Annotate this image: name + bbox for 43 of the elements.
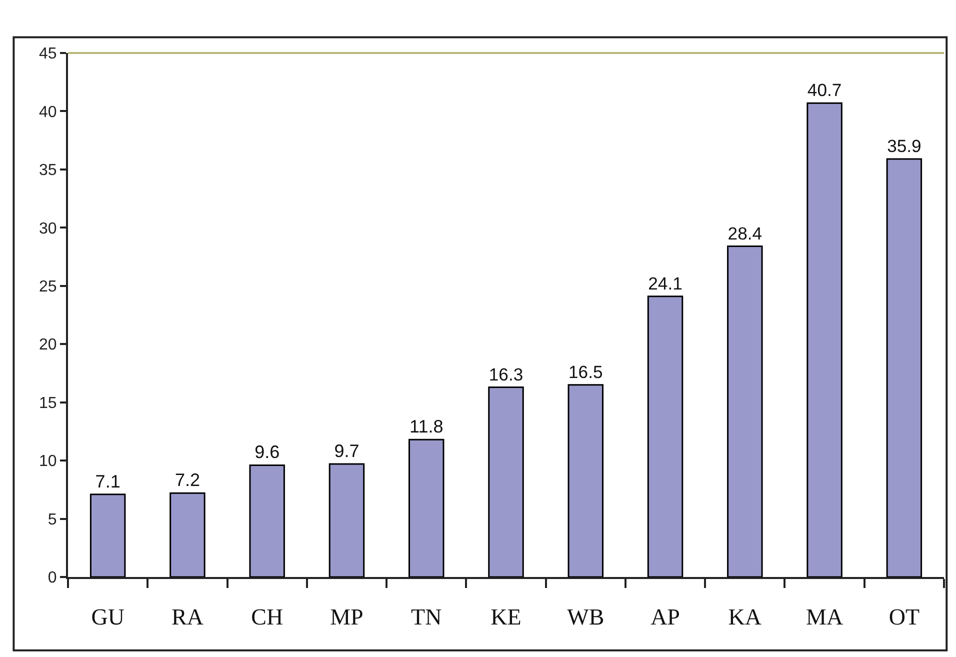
x-tick-label: MA [806,604,844,630]
bar [408,438,444,577]
data-label: 28.4 [728,223,762,244]
x-tick-label: KA [728,604,762,630]
bar [568,384,604,577]
x-tick-label: KE [490,604,522,630]
x-tick-label: RA [171,604,204,630]
data-label: 11.8 [410,416,444,437]
bar [727,246,763,577]
y-tick-label: 10 [39,453,57,470]
x-tick-label: MP [330,604,364,630]
x-tick-label: GU [91,604,125,630]
y-tick-label: 35 [39,162,57,180]
y-tick-label: 0 [48,570,57,587]
y-tick-label: 40 [39,104,57,121]
x-tick-label: CH [251,604,284,630]
bar [328,463,365,577]
y-tick-label: 25 [39,278,57,296]
data-label: 35.9 [887,136,922,156]
bar [90,494,126,577]
x-tick-label: WB [567,604,604,630]
bar [170,492,206,577]
data-label: 9.7 [334,441,360,462]
bar [806,102,842,577]
data-label: 7.1 [95,471,120,492]
bar [249,464,285,577]
data-label: 16.3 [488,364,524,384]
x-tick-label: OT [888,604,920,630]
data-label: 9.6 [254,442,280,462]
bar [886,158,922,577]
bar [488,386,524,577]
data-label: 16.5 [568,362,603,382]
bar [647,296,684,577]
y-tick-label: 5 [48,511,57,528]
data-label: 24.1 [648,273,682,294]
data-label: 40.7 [807,80,842,100]
y-tick-label: 30 [39,220,57,238]
y-tick-label: 20 [39,336,57,354]
data-label: 7.2 [174,470,200,490]
x-tick-label: TN [411,604,442,630]
y-tick-label: 15 [39,394,57,412]
y-tick-label: 45 [39,46,57,63]
x-tick-label: AP [650,604,680,630]
